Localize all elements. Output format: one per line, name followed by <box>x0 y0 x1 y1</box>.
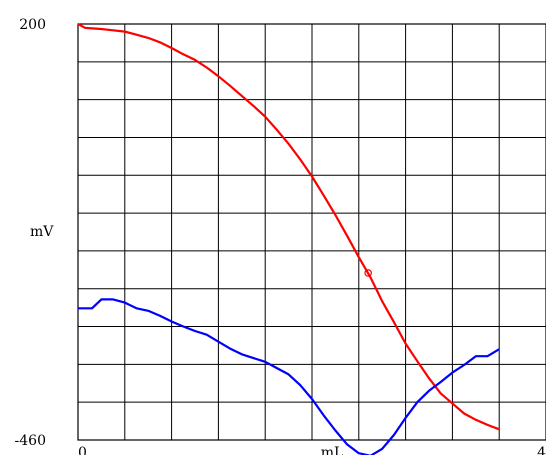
x-tick-label: 4 <box>537 445 546 455</box>
series-marker-1 <box>364 269 372 277</box>
y-tick-label: -460 <box>15 433 46 449</box>
y-axis-label: mV <box>30 224 54 240</box>
series-layer <box>77 23 500 455</box>
x-axis-label: mL <box>321 445 344 455</box>
plot-frame <box>77 23 546 441</box>
series-line-1 <box>77 23 500 431</box>
y-tick-label: 200 <box>19 17 46 33</box>
grid <box>78 24 546 440</box>
series-line-2 <box>78 298 500 455</box>
tick-labels: 200 -460 0 4 <box>15 17 546 455</box>
x-tick-label: 0 <box>78 445 87 455</box>
